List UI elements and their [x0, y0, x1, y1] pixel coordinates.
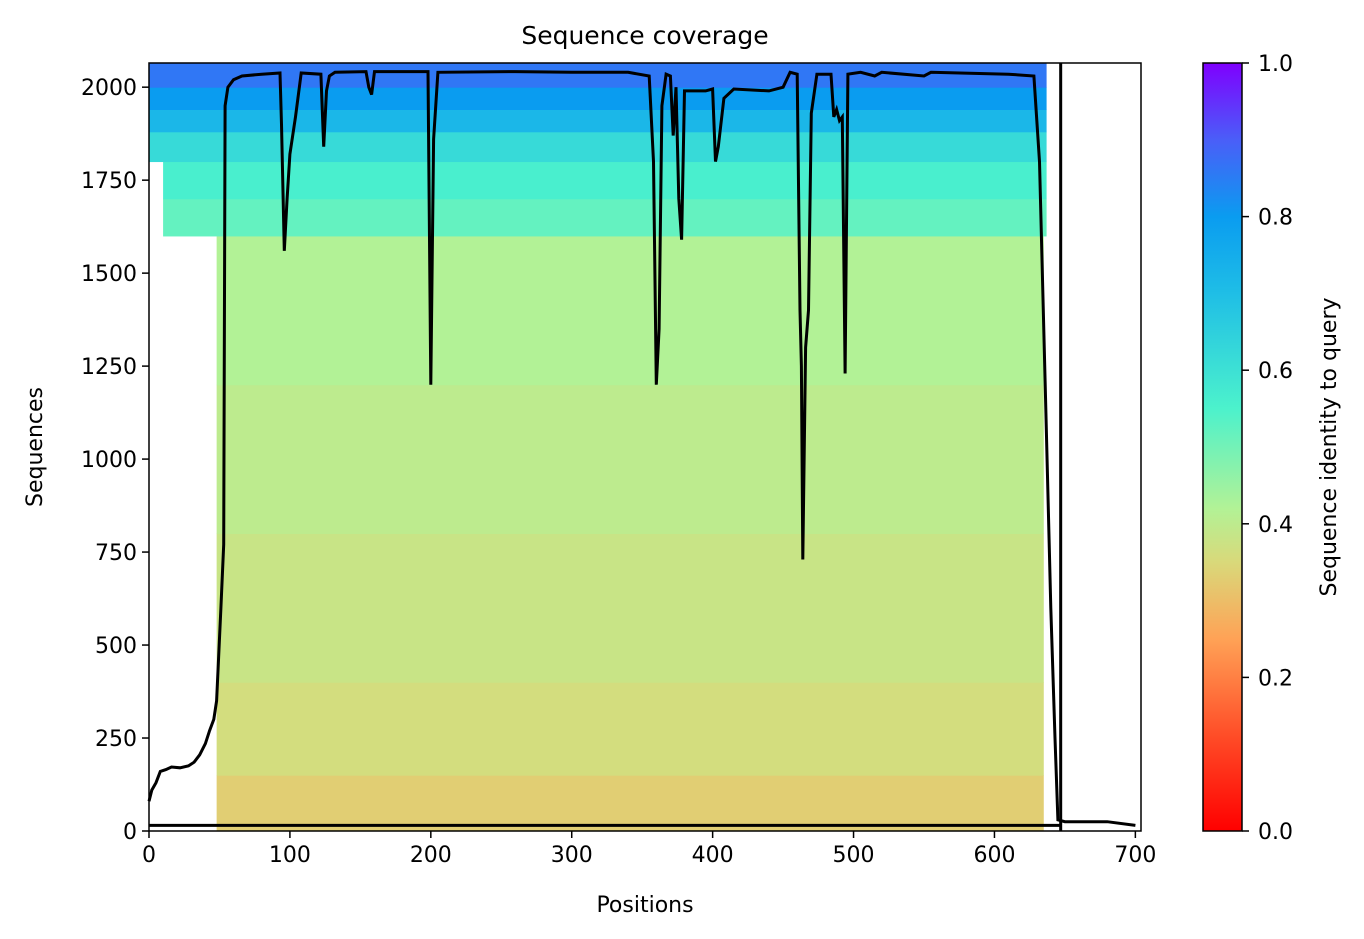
coverage-series-line	[147, 70, 1136, 827]
x-tick-label: 700	[1114, 843, 1156, 868]
identity-band	[216, 235, 1044, 386]
axes: 0 100 200 300 400 500 600 700 0 250 500 750 1000 1250…	[81, 62, 1156, 868]
colorbar-tick-label: 1.0	[1258, 52, 1293, 77]
y-tick-label: 1750	[81, 169, 137, 194]
y-tick-label: 500	[95, 634, 137, 659]
identity-band	[216, 384, 1044, 534]
y-tick-label: 250	[95, 727, 137, 752]
x-axis-label: Positions	[596, 893, 693, 918]
identity-band	[216, 533, 1044, 683]
colorbar-gradient	[1202, 62, 1243, 832]
colorbar-tick-label: 0.4	[1258, 513, 1293, 538]
x-tick-label: 500	[833, 843, 875, 868]
identity-band	[216, 682, 1044, 776]
colorbar: 0.0 0.2 0.4 0.6 0.8 1.0	[1202, 52, 1293, 845]
y-tick-label: 2000	[81, 76, 137, 101]
colorbar-tick-label: 0.6	[1258, 359, 1293, 384]
y-tick-label: 1500	[81, 262, 137, 287]
y-axis-label: Sequences	[23, 387, 48, 507]
y-tick-label: 750	[95, 541, 137, 566]
plot-area	[149, 63, 1047, 832]
colorbar-tick-label: 0.2	[1258, 666, 1293, 691]
colorbar-tick-label: 0.0	[1258, 820, 1293, 845]
y-tick-label: 0	[123, 820, 137, 845]
plot-frame	[148, 62, 1142, 832]
identity-band	[216, 775, 1044, 832]
x-tick-label: 0	[142, 843, 156, 868]
identity-band	[163, 161, 1047, 200]
coverage-line	[147, 63, 1136, 831]
y-tick-label: 1250	[81, 355, 137, 380]
y-tick-label: 1000	[81, 448, 137, 473]
colorbar-tick-label: 0.8	[1258, 206, 1293, 231]
identity-band	[163, 198, 1047, 237]
chart-title: Sequence coverage	[521, 21, 768, 50]
identity-band	[149, 109, 1047, 133]
x-tick-label: 300	[551, 843, 593, 868]
identity-band	[149, 131, 1047, 163]
x-tick-label: 600	[973, 843, 1015, 868]
colorbar-label: Sequence identity to query	[1317, 297, 1342, 596]
x-tick-label: 100	[269, 843, 311, 868]
x-tick-label: 400	[692, 843, 734, 868]
x-tick-label: 200	[410, 843, 452, 868]
identity-band	[149, 87, 1047, 110]
